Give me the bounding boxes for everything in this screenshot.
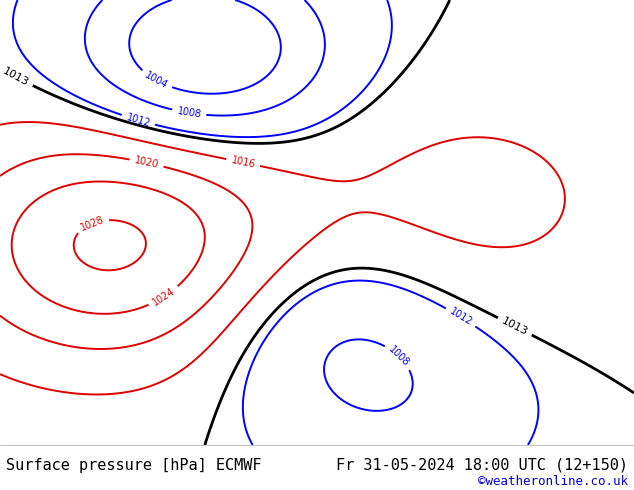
Text: 1008: 1008 <box>176 106 202 120</box>
Text: Surface pressure [hPa] ECMWF: Surface pressure [hPa] ECMWF <box>6 458 262 472</box>
Text: 1020: 1020 <box>134 155 160 170</box>
Text: Fr 31-05-2024 18:00 UTC (12+150): Fr 31-05-2024 18:00 UTC (12+150) <box>335 458 628 472</box>
Text: 1012: 1012 <box>125 112 152 128</box>
Text: 1004: 1004 <box>143 70 169 91</box>
Text: 1012: 1012 <box>448 306 474 328</box>
Text: 1013: 1013 <box>1 66 30 88</box>
Text: 1028: 1028 <box>79 214 105 232</box>
Text: 1008: 1008 <box>387 344 411 368</box>
Text: 1013: 1013 <box>500 316 529 337</box>
Text: 1016: 1016 <box>230 155 256 170</box>
Text: 1024: 1024 <box>151 286 177 307</box>
Text: ©weatheronline.co.uk: ©weatheronline.co.uk <box>477 475 628 488</box>
